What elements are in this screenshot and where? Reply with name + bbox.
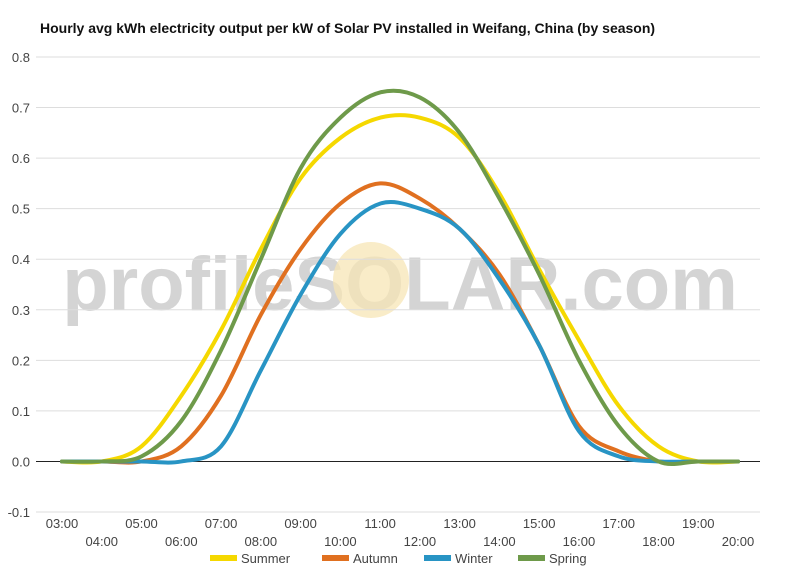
- watermark-sun-icon: [333, 242, 409, 318]
- legend-swatch-winter: [424, 555, 451, 561]
- x-tick-label: 13:00: [443, 516, 476, 531]
- x-tick-label: 05:00: [125, 516, 158, 531]
- y-tick-label: 0.7: [12, 101, 30, 116]
- legend-swatch-spring: [518, 555, 545, 561]
- x-tick-label: 07:00: [205, 516, 238, 531]
- legend-label-winter: Winter: [455, 551, 493, 566]
- chart-title: Hourly avg kWh electricity output per kW…: [40, 20, 655, 36]
- y-tick-label: 0.6: [12, 151, 30, 166]
- series-lines: [60, 88, 740, 467]
- x-tick-label: 17:00: [602, 516, 635, 531]
- y-tick-label: -0.1: [8, 505, 30, 520]
- series-line-winter: [60, 200, 740, 465]
- legend: Summer Autumn Winter Spring: [210, 551, 587, 566]
- y-tick-label: 0.5: [12, 202, 30, 217]
- legend-swatch-autumn: [322, 555, 349, 561]
- x-tick-label: 16:00: [563, 534, 596, 549]
- watermark: profileSOLAR.com: [62, 242, 738, 327]
- y-tick-label: 0.3: [12, 303, 30, 318]
- series-line-summer: [60, 113, 740, 465]
- legend-label-spring: Spring: [549, 551, 587, 566]
- y-tick-label: 0.0: [12, 454, 30, 469]
- y-tick-label: 0.8: [12, 50, 30, 65]
- x-tick-label: 09:00: [284, 516, 317, 531]
- legend-label-autumn: Autumn: [353, 551, 398, 566]
- series-line-spring: [60, 88, 740, 467]
- series-line-autumn: [60, 181, 740, 465]
- x-tick-label: 08:00: [245, 534, 278, 549]
- x-tick-label: 03:00: [46, 516, 79, 531]
- x-tick-label: 06:00: [165, 534, 198, 549]
- y-tick-label: 0.1: [12, 404, 30, 419]
- x-tick-label: 10:00: [324, 534, 357, 549]
- x-tick-label: 15:00: [523, 516, 556, 531]
- y-tick-label: 0.2: [12, 353, 30, 368]
- legend-swatch-summer: [210, 555, 237, 561]
- x-axis-ticks: 03:00 04:00 05:00 06:00 07:00 08:00 09:00 10:00…: [46, 516, 755, 549]
- x-tick-label: 18:00: [642, 534, 675, 549]
- gridlines: [36, 56, 760, 513]
- x-tick-label: 14:00: [483, 534, 516, 549]
- x-tick-label: 12:00: [404, 534, 437, 549]
- x-tick-label: 04:00: [85, 534, 118, 549]
- x-tick-label: 20:00: [722, 534, 755, 549]
- x-tick-label: 19:00: [682, 516, 715, 531]
- legend-label-summer: Summer: [241, 551, 291, 566]
- y-axis-ticks: -0.1 0.0 0.1 0.2 0.3 0.4 0.5 0.6 0.7 0.8: [8, 50, 30, 520]
- y-tick-label: 0.4: [12, 252, 30, 267]
- x-tick-label: 11:00: [364, 516, 396, 531]
